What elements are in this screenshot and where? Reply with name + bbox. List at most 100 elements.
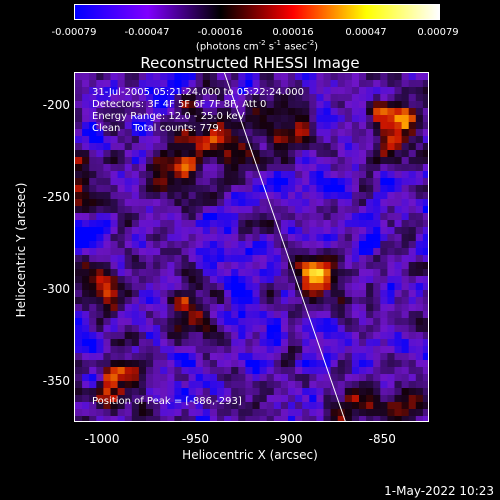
heatmap-cell (82, 311, 90, 319)
colorbar (74, 4, 440, 20)
heatmap-cell (231, 339, 239, 347)
heatmap-cell (316, 234, 325, 242)
heatmap-cell (89, 381, 97, 389)
heatmap-cell (195, 206, 204, 214)
heatmap-cell (273, 101, 282, 109)
heatmap-cell (288, 339, 296, 347)
heatmap-cell (259, 234, 268, 242)
heatmap-cell (280, 409, 289, 417)
heatmap-cell (124, 325, 133, 333)
heatmap-cell (316, 325, 325, 333)
heatmap-cell (103, 395, 112, 403)
heatmap-cell (167, 262, 175, 270)
heatmap-cell (124, 192, 133, 200)
heatmap-cell (153, 374, 161, 382)
heatmap-cell (174, 311, 183, 319)
heatmap-cell (209, 304, 218, 312)
heatmap-cell (124, 206, 133, 214)
heatmap-cell (82, 213, 90, 221)
heatmap-cell (160, 332, 168, 340)
heatmap-cell (131, 199, 140, 207)
heatmap-cell (401, 388, 410, 396)
heatmap-cell (146, 171, 154, 179)
heatmap-cell (359, 262, 367, 270)
heatmap-cell (146, 283, 154, 291)
heatmap-cell (387, 311, 396, 319)
heatmap-cell (195, 276, 204, 284)
heatmap-cell (380, 381, 388, 389)
heatmap-cell (153, 318, 161, 326)
heatmap-cell (82, 234, 90, 242)
heatmap-cell (131, 220, 140, 228)
heatmap-cell (259, 87, 268, 95)
heatmap-cell (323, 199, 332, 207)
heatmap-cell (82, 374, 90, 382)
heatmap-cell (366, 101, 374, 109)
heatmap-cell (273, 227, 282, 235)
heatmap-cell (245, 402, 254, 410)
heatmap-cell (280, 416, 289, 421)
heatmap-cell (422, 164, 428, 172)
heatmap-cell (195, 311, 204, 319)
heatmap-cell (117, 136, 126, 144)
heatmap-cell (280, 248, 289, 256)
heatmap-cell (96, 234, 104, 242)
heatmap-cell (288, 290, 296, 298)
heatmap-cell (138, 80, 147, 88)
heatmap-cell (252, 276, 261, 284)
heatmap-cell (344, 311, 353, 319)
heatmap-cell (117, 178, 126, 186)
heatmap-cell (110, 94, 119, 102)
heatmap-cell (209, 402, 218, 410)
heatmap-cell (124, 213, 133, 221)
heatmap-cell (302, 353, 310, 361)
heatmap-cell (224, 73, 232, 81)
heatmap-cell (117, 374, 126, 382)
heatmap-cell (117, 87, 126, 95)
heatmap-cell (394, 318, 403, 326)
heatmap-cell (153, 80, 161, 88)
heatmap-cell (209, 290, 218, 298)
heatmap-cell (181, 157, 190, 165)
heatmap-cell (387, 353, 396, 361)
heatmap-cell (195, 290, 204, 298)
heatmap-cell (75, 290, 83, 298)
heatmap-cell (288, 185, 296, 193)
heatmap-cell (96, 80, 104, 88)
heatmap-cell (217, 73, 225, 81)
heatmap-cell (146, 220, 154, 228)
heatmap-cell (309, 115, 317, 123)
heatmap-cell (351, 318, 360, 326)
heatmap-cell (224, 129, 232, 137)
heatmap-cell (217, 367, 225, 375)
heatmap-svg (75, 73, 428, 421)
heatmap-cell (224, 290, 232, 298)
heatmap-cell (96, 136, 104, 144)
heatmap-cell (259, 318, 268, 326)
heatmap-cell (167, 276, 175, 284)
heatmap-cell (337, 304, 346, 312)
heatmap-cell (252, 199, 261, 207)
heatmap-cell (330, 220, 339, 228)
heatmap-cell (387, 220, 396, 228)
heatmap-cell (167, 87, 175, 95)
heatmap-cell (351, 360, 360, 368)
heatmap-cell (401, 73, 410, 81)
heatmap-cell (280, 304, 289, 312)
heatmap-cell (103, 192, 112, 200)
heatmap-cell (174, 297, 183, 305)
heatmap-cell (351, 339, 360, 347)
heatmap-cell (330, 80, 339, 88)
heatmap-cell (245, 283, 254, 291)
heatmap-cell (252, 248, 261, 256)
heatmap-cell (302, 388, 310, 396)
heatmap-cell (174, 164, 183, 172)
heatmap-cell (288, 311, 296, 319)
heatmap-cell (259, 360, 268, 368)
heatmap-cell (75, 213, 83, 221)
heatmap-cell (103, 227, 112, 235)
heatmap-cell (380, 108, 388, 116)
heatmap-cell (295, 276, 303, 284)
heatmap-cell (380, 283, 388, 291)
heatmap-cell (330, 122, 339, 130)
